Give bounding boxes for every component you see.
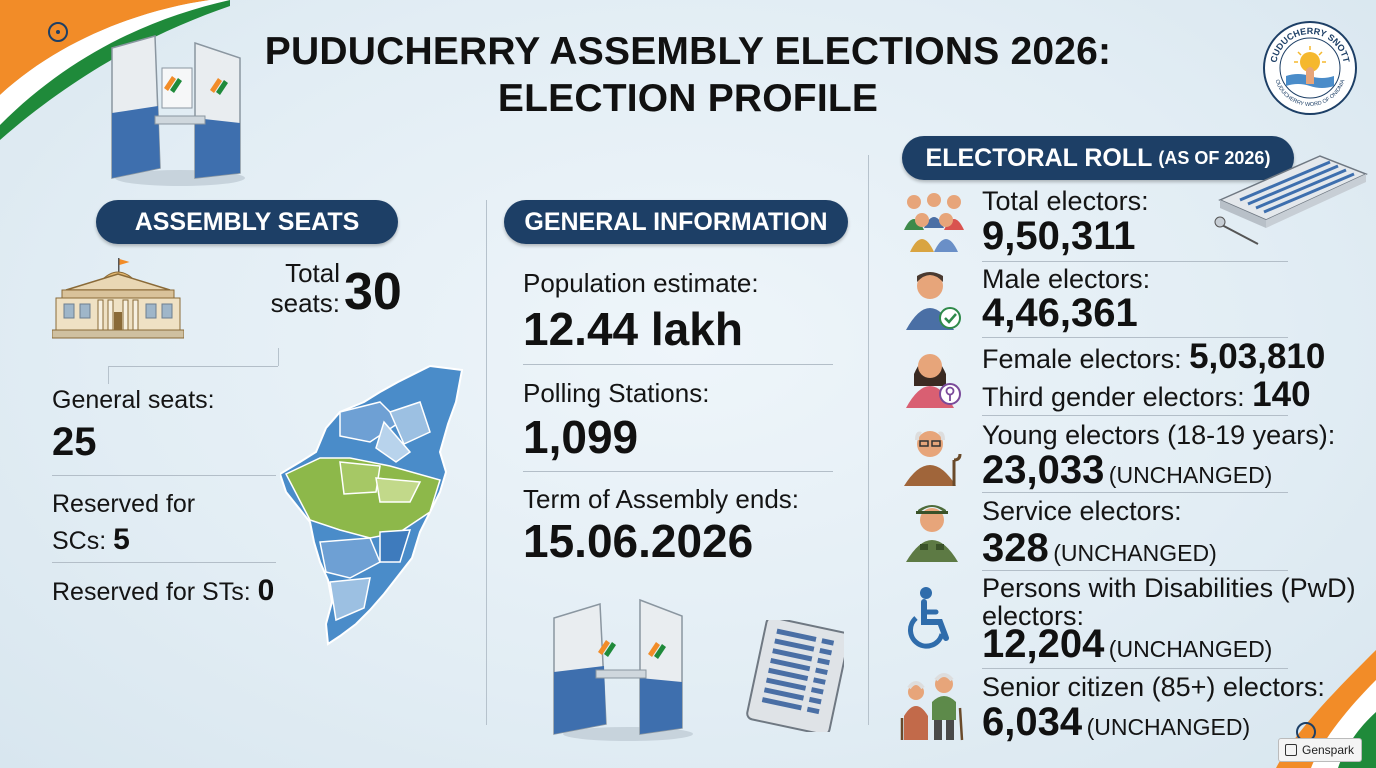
third-gender-label: Third gender electors: xyxy=(982,382,1245,412)
general-information-heading: GENERAL INFORMATION xyxy=(504,200,848,244)
total-seats-value: 30 xyxy=(344,263,402,321)
st-seats-label: Reserved for STs: 0 xyxy=(52,574,274,608)
connector-line-left xyxy=(108,366,109,384)
sc-seats-label-line2: SCs: xyxy=(52,527,107,555)
row-divider xyxy=(982,668,1288,669)
pwd-electors-row: 12,204 (UNCHANGED) xyxy=(982,622,1272,667)
female-voter-icon xyxy=(906,354,961,408)
senior-citizens-icon xyxy=(900,673,964,741)
wheelchair-icon xyxy=(908,587,949,649)
page-title: PUDUCHERRY ASSEMBLY ELECTIONS 2026: ELEC… xyxy=(240,28,1136,122)
young-electors-value: 23,033 xyxy=(982,448,1105,492)
title-line-1: PUDUCHERRY ASSEMBLY ELECTIONS 2026: xyxy=(264,30,1112,73)
pwd-electors-label-line1: Persons with Disabilities (PwD) xyxy=(982,573,1356,603)
pwd-electors-label: Persons with Disabilities (PwD) electors… xyxy=(982,574,1356,630)
total-seats-label-line1: Total xyxy=(285,258,340,288)
electoral-roll-heading-label: ELECTORAL ROLL xyxy=(925,143,1153,172)
population-value: 12.44 lakh xyxy=(523,303,743,355)
assembly-seats-heading: ASSEMBLY SEATS xyxy=(96,200,398,244)
electoral-roll-heading: ELECTORAL ROLL (AS OF 2026) xyxy=(902,136,1294,180)
young-unchanged-note: (UNCHANGED) xyxy=(1108,462,1273,488)
total-electors-label: Total electors: xyxy=(982,186,1149,216)
genspark-watermark[interactable]: Genspark xyxy=(1278,738,1362,762)
voting-booth-icon xyxy=(111,35,245,186)
flag-swoosh-top-left xyxy=(0,0,230,140)
st-seats-value: 0 xyxy=(257,574,275,607)
total-seats-label-line2: seats: xyxy=(270,288,340,318)
female-electors-value: 5,03,810 xyxy=(1189,337,1326,376)
assembly-term-value: 15.06.2026 xyxy=(523,515,754,567)
constituency-map-icon xyxy=(280,364,464,646)
male-electors-value: 4,46,361 xyxy=(982,291,1138,335)
service-electors-label: Service electors: xyxy=(982,496,1182,526)
row-divider xyxy=(523,471,833,472)
young-electors-label: Young electors (18-19 years): xyxy=(982,420,1336,450)
assembly-seats-heading-label: ASSEMBLY SEATS xyxy=(134,207,360,236)
sc-seats-label: Reserved for SCs: 5 xyxy=(52,486,195,559)
group-of-people-icon xyxy=(904,193,964,252)
column-divider-2 xyxy=(868,155,869,725)
row-divider xyxy=(52,475,276,476)
elderly-voter-icon xyxy=(904,431,962,486)
row-divider xyxy=(523,364,833,365)
st-seats-label-text: Reserved for STs: xyxy=(52,578,251,606)
row-divider xyxy=(982,492,1288,493)
senior-electors-row: 6,034 (UNCHANGED) xyxy=(982,700,1250,745)
pwd-unchanged-note: (UNCHANGED) xyxy=(1108,636,1273,662)
service-voter-icon xyxy=(906,505,958,562)
row-divider xyxy=(982,261,1288,262)
puducherry-emblem-icon: CUDUCHERRY SNOTT OUDUCHERRY WORD OF ONID… xyxy=(1263,21,1357,115)
column-divider-1 xyxy=(486,200,487,725)
genspark-logo-icon xyxy=(1285,744,1297,756)
genspark-label: Genspark xyxy=(1302,743,1355,757)
third-gender-row: Third gender electors: 140 xyxy=(982,376,1311,416)
row-divider xyxy=(982,570,1288,571)
title-line-2: ELECTION PROFILE xyxy=(497,77,879,120)
general-seats-value: 25 xyxy=(52,420,97,464)
assembly-term-label: Term of Assembly ends: xyxy=(523,484,799,514)
young-electors-row: 23,033 (UNCHANGED) xyxy=(982,448,1272,493)
sc-seats-label-line1: Reserved for xyxy=(52,490,196,518)
pwd-electors-label-line2: electors: xyxy=(982,601,1085,631)
third-gender-value: 140 xyxy=(1252,375,1311,414)
evm-machine-icon xyxy=(746,620,844,732)
polling-stations-label: Polling Stations: xyxy=(523,378,710,408)
female-electors-label: Female electors: xyxy=(982,344,1182,374)
senior-unchanged-note: (UNCHANGED) xyxy=(1086,714,1251,740)
connector-line xyxy=(108,366,278,367)
service-unchanged-note: (UNCHANGED) xyxy=(1053,540,1217,566)
service-electors-value: 328 xyxy=(982,526,1049,570)
general-seats-label: General seats: xyxy=(52,386,215,414)
female-electors-row: Female electors: 5,03,810 xyxy=(982,338,1325,378)
total-electors-value: 9,50,311 xyxy=(982,214,1136,258)
polling-stations-value: 1,099 xyxy=(523,411,639,463)
evm-units-icon xyxy=(1214,155,1368,245)
connector-line-right xyxy=(278,348,279,366)
assembly-building-icon xyxy=(52,258,184,339)
general-information-heading-label: GENERAL INFORMATION xyxy=(524,207,828,236)
row-divider xyxy=(982,337,1288,338)
pwd-electors-value: 12,204 xyxy=(982,622,1105,666)
electoral-roll-heading-sub: (AS OF 2026) xyxy=(1158,147,1271,168)
voting-booth-icon xyxy=(553,598,693,741)
male-electors-label: Male electors: xyxy=(982,264,1151,294)
senior-electors-value: 6,034 xyxy=(982,700,1083,744)
senior-electors-label: Senior citizen (85+) electors: xyxy=(982,672,1325,702)
total-seats-label: Total seats: xyxy=(262,258,340,318)
sc-seats-value: 5 xyxy=(113,523,130,556)
row-divider xyxy=(982,415,1288,416)
service-electors-row: 328 (UNCHANGED) xyxy=(982,526,1217,571)
population-label: Population estimate: xyxy=(523,268,759,298)
male-voter-icon xyxy=(906,272,961,330)
row-divider xyxy=(52,562,276,563)
